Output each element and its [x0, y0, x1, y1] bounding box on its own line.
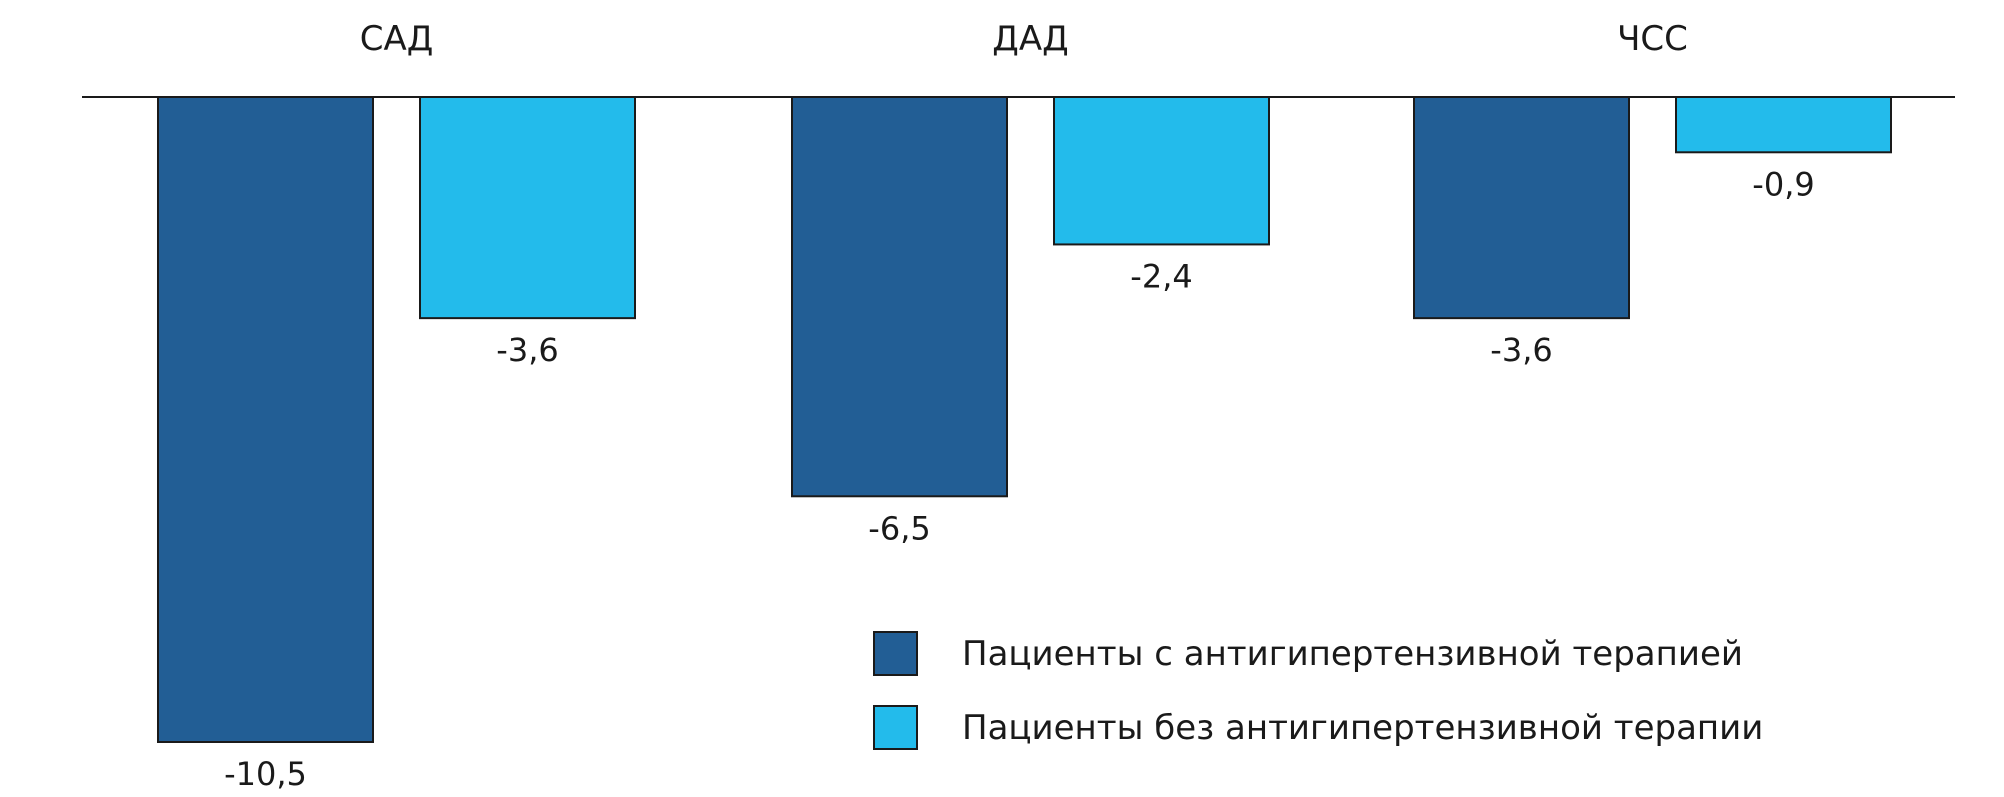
- legend-swatch: [873, 705, 918, 750]
- category-label: ЧСС: [1617, 19, 1688, 59]
- data-label: -0,9: [1752, 165, 1814, 203]
- data-label: -6,5: [868, 509, 930, 547]
- data-label: -3,6: [496, 331, 558, 369]
- category-labels: САД ДАД ЧСС: [360, 19, 1688, 59]
- bar-without-therapy: [419, 96, 636, 320]
- bar-with-therapy: [157, 96, 374, 743]
- legend-swatch: [873, 631, 918, 676]
- legend-label: Пациенты с антигипертензивной терапией: [962, 634, 1743, 674]
- data-label: -2,4: [1130, 257, 1192, 295]
- bar-without-therapy: [1053, 96, 1270, 246]
- legend: Пациенты с антигипертензивной терапией Па…: [873, 631, 1763, 750]
- bar-with-therapy: [791, 96, 1008, 498]
- bar-with-therapy: [1413, 96, 1630, 320]
- value-labels: -10,5 -3,6 -6,5 -2,4 -3,6 -0,9: [224, 165, 1815, 793]
- category-label: ДАД: [992, 19, 1068, 59]
- legend-label: Пациенты без антигипертензивной терапии: [962, 708, 1763, 748]
- bar-without-therapy: [1675, 96, 1892, 154]
- category-label: САД: [360, 19, 434, 59]
- data-label: -10,5: [224, 755, 307, 793]
- data-label: -3,6: [1490, 331, 1552, 369]
